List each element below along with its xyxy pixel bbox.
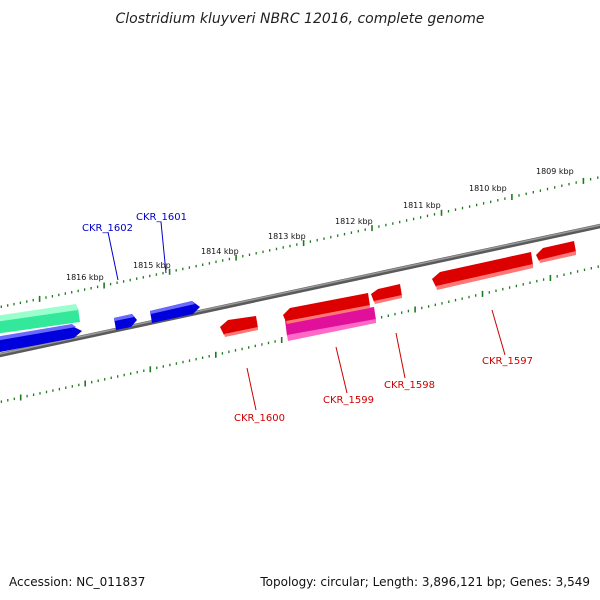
- gene-label-ckr-1600[interactable]: CKR_1600: [234, 413, 285, 424]
- gene-label-ckr-1601[interactable]: CKR_1601: [136, 212, 187, 223]
- gene-ckr-1600-arrow[interactable]: [220, 316, 258, 337]
- label-leader-ckr-1601: [160, 221, 167, 274]
- other-feature[interactable]: [0, 304, 80, 334]
- gene-ckr-1599-rna-arrow[interactable]: [285, 307, 376, 341]
- gene-ckr-1598-arrow[interactable]: [371, 284, 402, 304]
- forward-gene-arrow[interactable]: [536, 241, 576, 263]
- kbp-label: 1815 kbp: [133, 261, 171, 270]
- gene-ckr-1602-arrow[interactable]: [114, 314, 137, 330]
- label-leader-ckr-1598: [395, 332, 406, 379]
- genome-summary-text: Topology: circular; Length: 3,896,121 bp…: [259, 575, 590, 589]
- gene-label-ckr-1602[interactable]: CKR_1602: [82, 223, 133, 234]
- kbp-label: 1809 kbp: [536, 167, 574, 176]
- kbp-label: 1816 kbp: [66, 273, 104, 282]
- kbp-label: 1813 kbp: [268, 232, 306, 241]
- gene-label-ckr-1597[interactable]: CKR_1597: [482, 356, 533, 367]
- scale-labels: 1809 kbp 1810 kbp 1811 kbp 1812 kbp 1813…: [66, 167, 574, 282]
- reverse-gene-arrow[interactable]: [0, 324, 82, 353]
- outer-tick-track: [0, 176, 599, 308]
- map-title: Clostridium kluyveri NBRC 12016, complet…: [115, 11, 484, 27]
- gene-label-ckr-1599[interactable]: CKR_1599: [323, 395, 374, 406]
- kbp-label: 1814 kbp: [201, 247, 239, 256]
- kbp-label: 1810 kbp: [469, 184, 507, 193]
- gene-ckr-1601-arrow[interactable]: [150, 301, 200, 323]
- gene-label-ckr-1598[interactable]: CKR_1598: [384, 380, 435, 391]
- label-leader-ckr-1599: [335, 346, 348, 394]
- kbp-label: 1811 kbp: [403, 201, 441, 210]
- label-leader-ckr-1597: [491, 309, 506, 356]
- gene-ckr-1599-arrow[interactable]: [283, 293, 370, 324]
- gene-ckr-1597-arrow[interactable]: [432, 252, 533, 290]
- accession-text: Accession: NC_011837: [9, 575, 145, 589]
- label-leader-ckr-1600: [246, 367, 257, 411]
- kbp-label: 1812 kbp: [335, 217, 373, 226]
- genome-backbone: [0, 223, 600, 358]
- label-leader-ckr-1602: [107, 231, 119, 281]
- genome-backbone-highlight: [0, 224, 600, 355]
